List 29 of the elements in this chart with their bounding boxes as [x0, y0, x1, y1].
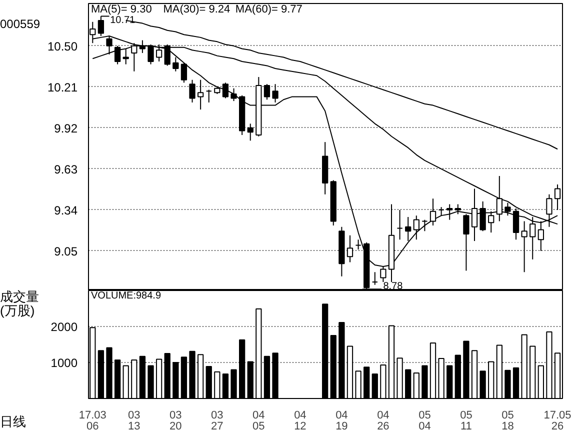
text: 000559: [0, 17, 40, 32]
x-tick-label: 03 20: [170, 410, 182, 432]
y-tick-label: 9.92: [54, 121, 78, 136]
x-tick-label: 05 11: [460, 410, 472, 432]
x-tick-label: 04 19: [336, 410, 348, 432]
text: 日线: [0, 414, 26, 430]
annotation: MA(60)= 9.77: [235, 4, 302, 16]
y-tick-label: 10.50: [47, 39, 78, 54]
y-tick-label: 9.05: [54, 244, 78, 258]
y-tick-label: 10.21: [47, 80, 78, 94]
y-tick-label: 1000: [50, 356, 78, 370]
x-tick-label: 17.05 26: [544, 410, 572, 432]
x-tick-label: 03 27: [211, 410, 224, 432]
x-tick-label: 05 04: [418, 410, 431, 432]
x-tick-label: 05 18: [502, 410, 514, 432]
x-tick-label: 17.03 06: [78, 410, 106, 432]
x-tick-label: 03 13: [128, 410, 140, 432]
annotation: VOLUME:984.9: [90, 290, 162, 302]
y-tick-label: 9.63: [54, 162, 78, 176]
annotation: MA(30)= 9.24: [163, 4, 230, 16]
x-tick-label: 04 05: [252, 410, 265, 432]
x-tick-label: 04 26: [377, 410, 390, 432]
y-tick-label: 2000: [50, 320, 78, 334]
y-axis-title: 成交量 (万股): [0, 289, 39, 319]
annotation: MA(5)= 9.30: [90, 4, 152, 16]
y-tick-label: 9.34: [54, 203, 78, 218]
annotation: 10.71: [110, 15, 136, 26]
annotation: 8.78: [383, 281, 404, 292]
x-tick-label: 04 12: [294, 410, 306, 432]
